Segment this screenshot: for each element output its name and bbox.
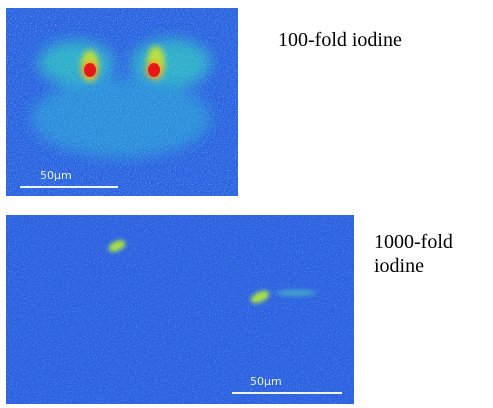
noise: [6, 215, 354, 404]
hotspot-core: [84, 63, 96, 77]
micrograph-top: 50µm: [6, 8, 238, 196]
noise: [6, 8, 238, 196]
hotspot-core: [148, 63, 160, 77]
scale-bar-label: 50µm: [250, 375, 282, 388]
scale-bar-label: 50µm: [40, 169, 72, 182]
micrograph-bottom: 50µm: [6, 215, 354, 404]
panel-label: 100-fold iodine: [278, 28, 402, 52]
panel-label: 1000-fold iodine: [374, 230, 474, 278]
figure: 50µm 100-fold iodine 50µm 1000-fold iodi…: [0, 0, 493, 408]
